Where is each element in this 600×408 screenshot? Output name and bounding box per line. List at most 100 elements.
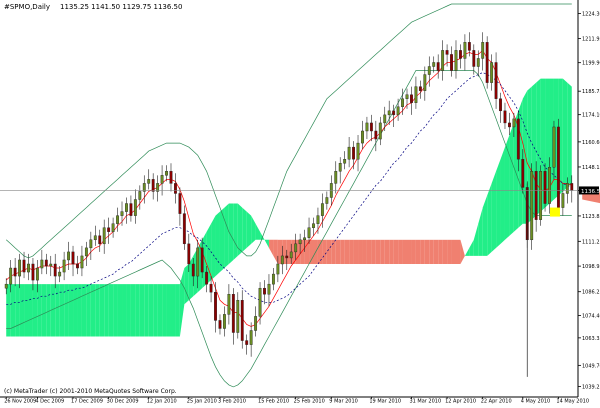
cloud-segment — [353, 239, 359, 264]
cloud-segment — [407, 239, 412, 264]
candle-body — [231, 294, 235, 333]
cloud-segment — [358, 239, 363, 264]
x-tick-label: 14 May 2010 — [556, 399, 589, 405]
cloud-segment — [15, 284, 20, 337]
candle-body — [472, 50, 476, 67]
candle-body — [280, 255, 284, 265]
candle-body — [467, 42, 471, 51]
x-tick-label: 4 Dec 2009 — [35, 399, 64, 405]
candle-body — [120, 211, 124, 216]
candle-body — [539, 171, 543, 220]
cloud-segment — [24, 284, 29, 337]
cloud-segment — [166, 284, 171, 337]
cloud-segment — [366, 239, 372, 264]
candle-body — [481, 42, 485, 59]
price-tag — [579, 186, 599, 195]
cloud-segment — [349, 239, 354, 264]
cloud-segment — [411, 239, 416, 264]
candle-body — [249, 330, 253, 345]
cloud-segment — [148, 284, 154, 337]
cloud-segment — [371, 239, 376, 264]
candle-body — [325, 197, 329, 204]
candle-body — [423, 74, 427, 91]
candle-body — [307, 227, 311, 238]
cloud-segment — [433, 239, 439, 264]
y-tick-label: 1074.40 — [582, 314, 600, 320]
x-tick-label: 12 Apr 2010 — [445, 399, 476, 405]
y-tick-label: 1111.25 — [582, 239, 600, 245]
cloud-segment — [415, 239, 421, 264]
x-axis: 26 Nov 2009 4 Dec 2009 17 Dec 2009 30 Dec 2… — [4, 397, 589, 405]
cloud-segment — [438, 239, 443, 264]
candle-body — [459, 50, 462, 59]
x-tick-label: 25 Feb 2010 — [294, 399, 325, 405]
cloud-segment — [260, 231, 265, 240]
cloud-segment — [104, 284, 109, 337]
cloud-segment — [442, 239, 448, 264]
cloud-segment — [153, 284, 158, 337]
cloud-segment — [473, 223, 479, 256]
candle-body — [58, 271, 62, 277]
cloud-segment — [375, 239, 381, 264]
cloud-segment — [219, 207, 225, 273]
bollinger-bands — [5, 3, 572, 388]
candle-body — [476, 58, 480, 67]
candle-body — [534, 171, 538, 220]
candle-body — [561, 193, 565, 208]
candle-body — [338, 163, 342, 172]
cloud-segment — [59, 284, 65, 337]
y-tick-label: 1224.30 — [582, 12, 600, 18]
candle-body — [53, 263, 57, 277]
x-tick-label: 22 Apr 2010 — [481, 399, 512, 405]
band-upper-line — [5, 3, 572, 259]
candle-body — [35, 267, 39, 281]
candle-body — [27, 263, 30, 273]
cloud-segment — [6, 284, 11, 337]
y-tick-label: 1123.85 — [582, 214, 600, 220]
candle-body — [494, 62, 498, 99]
x-tick-label: 26 Nov 2009 — [4, 399, 36, 405]
candle-body — [490, 62, 494, 83]
candle-body — [22, 259, 26, 273]
cloud-segment — [451, 239, 456, 264]
candle-body — [552, 126, 556, 168]
ohlc-values: 1135.25 1141.50 1129.75 1136.50 — [60, 3, 182, 11]
cloud-segment — [228, 203, 234, 264]
candle-body — [9, 267, 13, 285]
candle-body — [383, 114, 387, 124]
candle-body — [271, 273, 275, 285]
candle-body — [303, 237, 307, 241]
moving-averages — [5, 49, 572, 327]
cloud-segment — [322, 239, 327, 264]
x-tick-label: 15 Feb 2010 — [258, 399, 289, 405]
y-tick-label: 1148.15 — [582, 165, 600, 171]
candle-body — [361, 130, 364, 144]
candle-body — [356, 142, 360, 160]
y-axis: 1224.30 1211.95 1199.90 1185.75 1174.10 1160.… — [578, 12, 600, 390]
candle-body — [71, 251, 75, 265]
candle-body — [174, 183, 177, 194]
cloud-segment — [68, 284, 74, 337]
cloud-segment — [41, 284, 47, 337]
y-tick-label: 1211.95 — [582, 36, 600, 42]
y-tick-label: 1199.90 — [582, 61, 600, 67]
x-tick-label: 25 Jan 2010 — [187, 399, 217, 405]
candle-body — [107, 227, 111, 232]
candle-body — [160, 175, 164, 184]
candle-body — [218, 320, 222, 329]
cloud-segment — [300, 239, 305, 264]
cloud-segment — [55, 284, 60, 337]
cloud-segment — [380, 239, 385, 264]
candle-body — [240, 300, 244, 341]
candle-body — [200, 247, 204, 273]
cloud-segment — [304, 239, 310, 264]
cloud-segment — [175, 284, 180, 337]
cloud-segment — [157, 284, 163, 337]
candle-body — [427, 66, 431, 75]
cloud-segment — [117, 284, 123, 337]
candle-body — [508, 122, 511, 128]
candle-body — [565, 183, 569, 194]
candle-body — [84, 247, 88, 257]
candle-body — [49, 263, 53, 267]
